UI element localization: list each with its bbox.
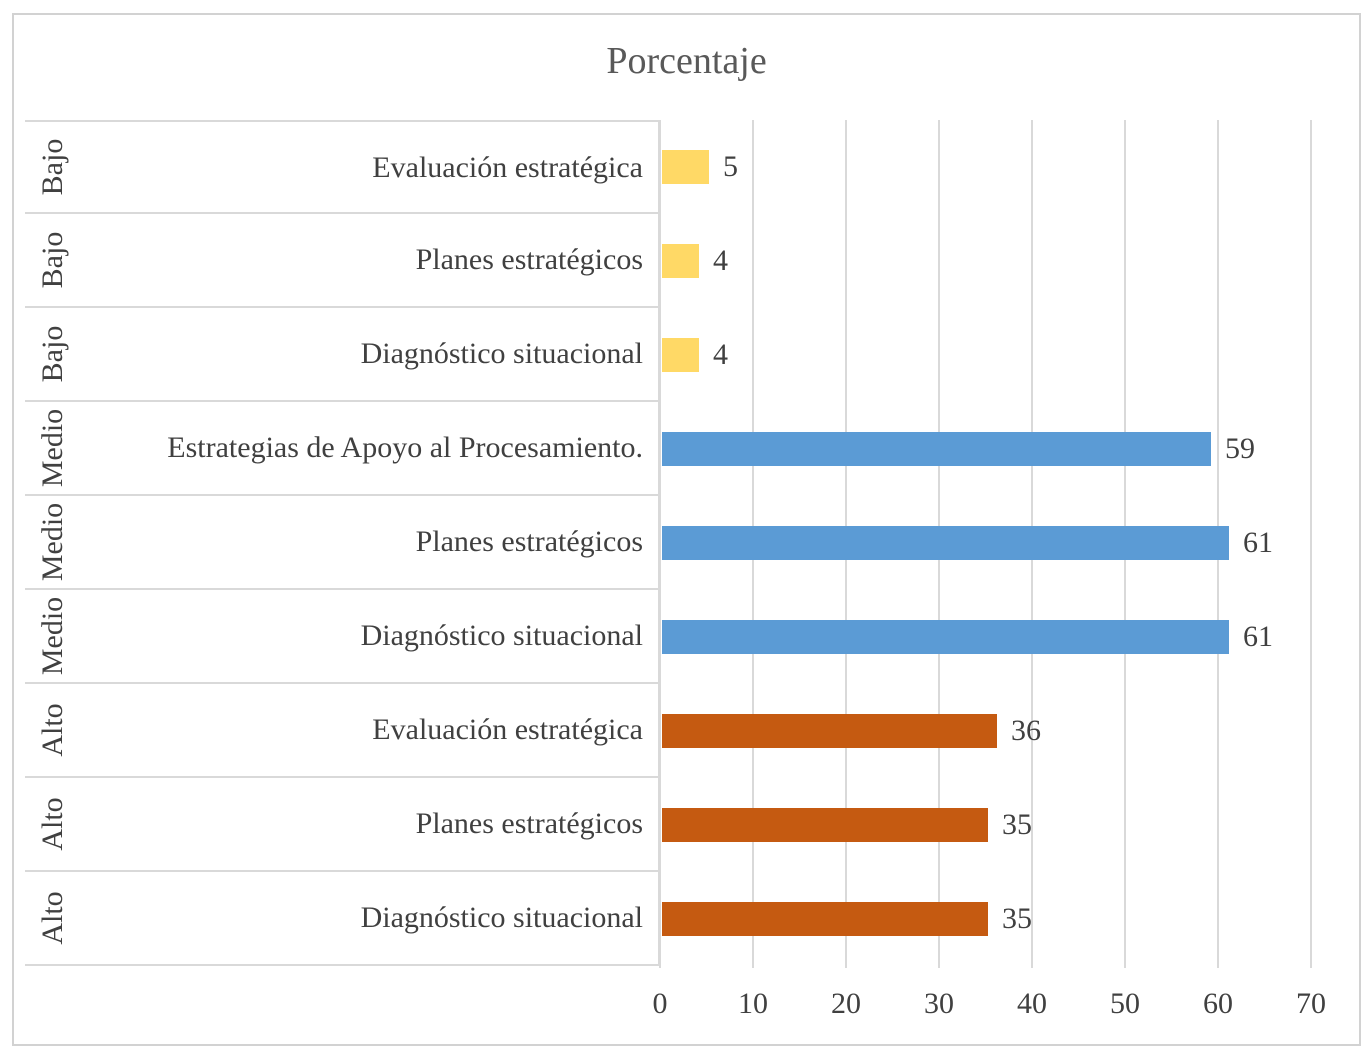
category-label-cell: Bajo Diagnóstico situacional xyxy=(25,308,660,402)
bar xyxy=(662,714,997,748)
plot-cell: 59 xyxy=(660,402,1340,496)
plot-cell: 36 xyxy=(660,684,1340,778)
group-label: Alto xyxy=(36,797,69,851)
table-row: Medio Estrategias de Apoyo al Procesamien… xyxy=(25,402,1340,496)
x-axis-tick-label: 30 xyxy=(924,987,954,1020)
table-row: Alto Diagnóstico situacional 35 xyxy=(25,872,1340,966)
bar xyxy=(662,150,709,184)
plot-cell: 35 xyxy=(660,778,1340,872)
category-label: Diagnóstico situacional xyxy=(360,337,643,370)
category-label: Evaluación estratégica xyxy=(372,151,643,184)
bar-value-label: 61 xyxy=(1243,526,1273,559)
bar xyxy=(662,902,988,936)
plot-rows: Bajo Evaluación estratégica 5 Bajo Planes es… xyxy=(25,120,1340,966)
x-axis-tick-label: 20 xyxy=(831,987,861,1020)
group-label: Medio xyxy=(36,502,69,582)
table-row: Medio Diagnóstico situacional 61 xyxy=(25,590,1340,684)
plot-cell: 61 xyxy=(660,590,1340,684)
bar xyxy=(662,526,1229,560)
gridline-x-0 xyxy=(659,120,661,968)
category-label-cell: Bajo Planes estratégicos xyxy=(25,214,660,308)
category-label-cell: Medio Diagnóstico situacional xyxy=(25,590,660,684)
category-label-cell: Alto Diagnóstico situacional xyxy=(25,872,660,966)
gridline-x-70 xyxy=(1310,120,1312,968)
group-label: Alto xyxy=(36,891,69,945)
x-axis-tick-label: 0 xyxy=(652,987,668,1020)
bar xyxy=(662,620,1229,654)
bar-value-label: 4 xyxy=(713,338,728,371)
group-label: Bajo xyxy=(36,325,69,383)
chart-title: Porcentaje xyxy=(606,40,767,82)
category-label-cell: Bajo Evaluación estratégica xyxy=(25,120,660,214)
plot-cell: 4 xyxy=(660,214,1340,308)
group-label: Alto xyxy=(36,703,69,757)
chart-border xyxy=(12,13,1361,1046)
bar xyxy=(662,432,1211,466)
plot-cell: 5 xyxy=(660,120,1340,214)
category-label: Planes estratégicos xyxy=(415,525,643,558)
plot-cell: 35 xyxy=(660,872,1340,966)
x-axis-tick-label: 70 xyxy=(1296,987,1326,1020)
bar-value-label: 5 xyxy=(723,150,738,183)
group-label: Bajo xyxy=(36,138,69,196)
category-label: Diagnóstico situacional xyxy=(360,619,643,652)
bar-value-label: 59 xyxy=(1225,432,1255,465)
bar-value-label: 4 xyxy=(713,244,728,277)
table-row: Bajo Evaluación estratégica 5 xyxy=(25,120,1340,214)
x-axis-tick-label: 60 xyxy=(1203,987,1233,1020)
category-label: Planes estratégicos xyxy=(415,807,643,840)
category-label: Diagnóstico situacional xyxy=(360,901,643,934)
bar-value-label: 36 xyxy=(1011,714,1041,747)
category-label-cell: Alto Planes estratégicos xyxy=(25,778,660,872)
category-label: Planes estratégicos xyxy=(415,243,643,276)
table-row: Alto Planes estratégicos 35 xyxy=(25,778,1340,872)
group-label: Bajo xyxy=(36,231,69,289)
table-row: Medio Planes estratégicos 61 xyxy=(25,496,1340,590)
category-label-cell: Alto Evaluación estratégica xyxy=(25,684,660,778)
group-label: Medio xyxy=(36,596,69,676)
x-axis-tick-label: 10 xyxy=(738,987,768,1020)
bar xyxy=(662,338,699,372)
bar xyxy=(662,244,699,278)
category-label-cell: Medio Planes estratégicos xyxy=(25,496,660,590)
group-label: Medio xyxy=(36,408,69,488)
category-label: Evaluación estratégica xyxy=(372,713,643,746)
table-row: Bajo Planes estratégicos 4 xyxy=(25,214,1340,308)
category-label-cell: Medio Estrategias de Apoyo al Procesamien… xyxy=(25,402,660,496)
table-row: Bajo Diagnóstico situacional 4 xyxy=(25,308,1340,402)
bar-value-label: 35 xyxy=(1002,902,1032,935)
plot-cell: 4 xyxy=(660,308,1340,402)
plot-cell: 61 xyxy=(660,496,1340,590)
bar-value-label: 61 xyxy=(1243,620,1273,653)
bar xyxy=(662,808,988,842)
category-label: Estrategias de Apoyo al Procesamiento. xyxy=(167,431,643,464)
table-row: Alto Evaluación estratégica 36 xyxy=(25,684,1340,778)
x-axis-tick-label: 50 xyxy=(1110,987,1140,1020)
x-axis-tick-label: 40 xyxy=(1017,987,1047,1020)
bar-value-label: 35 xyxy=(1002,808,1032,841)
